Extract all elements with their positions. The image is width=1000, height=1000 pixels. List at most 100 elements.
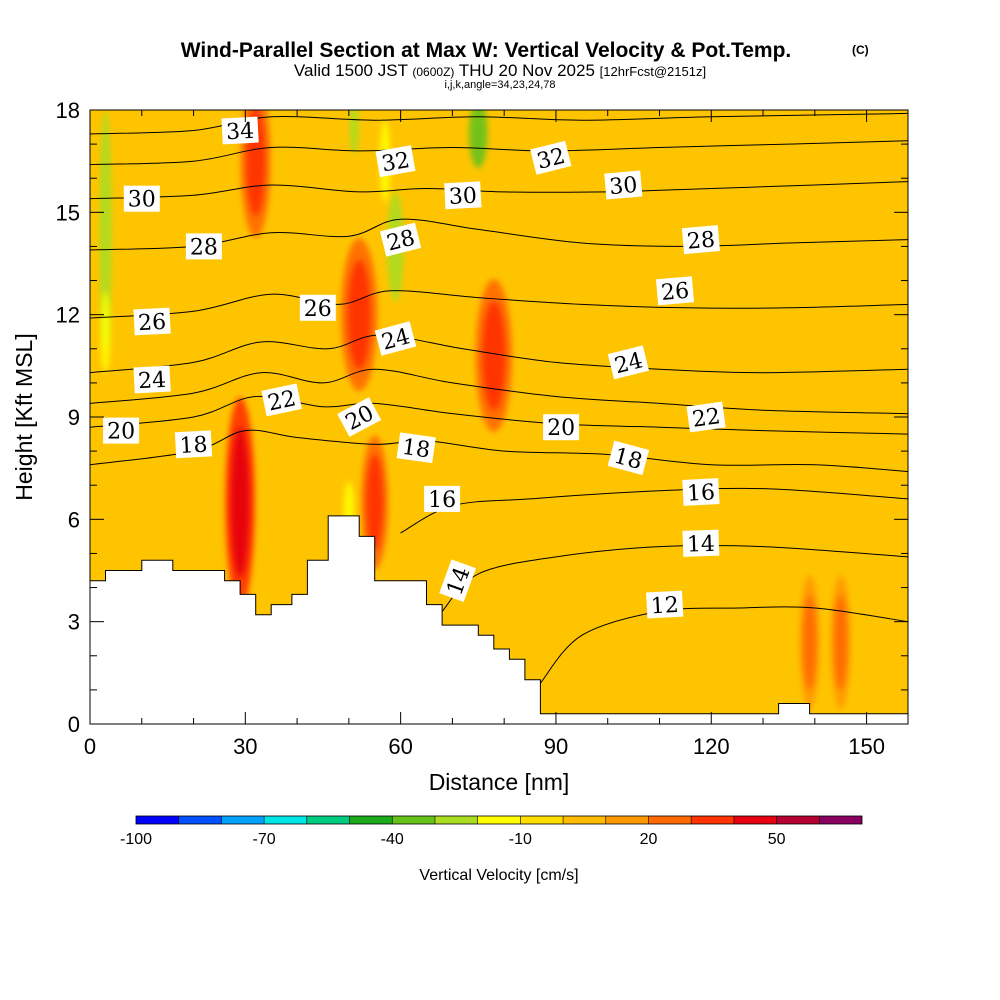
x-tick-label: 0 — [84, 734, 96, 759]
valid-time-line: Valid 1500 JST (0600Z) THU 20 Nov 2025 [… — [294, 61, 706, 80]
contour-label-text: 32 — [380, 148, 412, 177]
contour-label-text: 26 — [304, 297, 332, 322]
theta-contour-24 — [90, 334, 908, 374]
x-axis: 0 30 60 90 120 150 — [84, 110, 885, 759]
downdraft-band-0 — [99, 110, 112, 349]
contour-label-box — [439, 559, 476, 603]
contour-label-5: 30 — [604, 170, 643, 200]
colorbar-tick-label: -10 — [509, 831, 532, 848]
colorbar-swatch-14 — [733, 816, 777, 824]
contour-label-26: 14 — [682, 529, 720, 558]
contour-label-box — [543, 414, 580, 441]
colorbar-swatch-6 — [392, 816, 435, 824]
x-tick-label: 60 — [388, 734, 412, 759]
colorbar-swatch-13 — [691, 816, 734, 824]
colorbar-frame — [135, 815, 863, 825]
updraft-core-4 — [482, 301, 506, 411]
contour-label-13: 24 — [374, 321, 417, 356]
updraft-core-3 — [366, 454, 384, 551]
contour-label-box — [396, 432, 436, 464]
colorbar-swatch-15 — [776, 816, 820, 824]
contour-label-text: 26 — [138, 310, 167, 336]
theta-contour-12 — [540, 606, 908, 684]
contour-label-text: 34 — [226, 119, 255, 145]
contour-label-box — [424, 485, 461, 512]
colorbar-tick-label: -100 — [120, 831, 152, 848]
colorbar-swatch-4 — [306, 816, 350, 824]
contour-label-10: 26 — [299, 294, 336, 322]
velocity-field — [99, 110, 851, 709]
theta-contour-20 — [90, 395, 908, 435]
y-tick-label: 0 — [68, 712, 80, 737]
contour-label-box — [299, 294, 336, 321]
colorbar-swatch-9 — [520, 816, 564, 824]
contour-label-box — [530, 140, 572, 175]
contour-label-text: 26 — [660, 279, 690, 306]
colorbar-swatch-2 — [221, 816, 265, 824]
contour-label-box — [682, 478, 720, 506]
contour-label-box — [261, 383, 302, 417]
contour-label-box — [133, 307, 171, 336]
y-axis: 0 3 6 9 12 15 18 — [56, 98, 908, 737]
x-tick-label: 150 — [848, 734, 885, 759]
contour-label-16: 22 — [686, 401, 726, 433]
updraft-core-0 — [230, 427, 250, 578]
contour-label-box — [185, 233, 222, 260]
x-axis-title: Distance [nm] — [429, 769, 570, 795]
colorbar-swatch-12 — [648, 816, 692, 824]
contour-label-text: 12 — [650, 593, 679, 619]
contour-label-text: 22 — [691, 404, 722, 433]
forecast-info: [12hrFcst@2151z] — [600, 64, 706, 79]
colorbar-swatch-11 — [605, 816, 649, 824]
contour-label-text: 30 — [128, 188, 156, 213]
contour-label-box — [682, 529, 720, 557]
contour-label-4: 30 — [444, 181, 482, 210]
contour-label-20: 18 — [174, 430, 213, 459]
theta-contour-34 — [90, 112, 908, 135]
colorbar: -100 -70 -40 -10 20 50 — [120, 815, 863, 848]
y-axis-title: Height [Kft MSL] — [11, 333, 37, 500]
x-tick-label: 120 — [693, 734, 730, 759]
contour-label-box — [375, 145, 416, 178]
contour-label-15: 22 — [261, 383, 302, 417]
contour-label-text: 14 — [687, 532, 716, 558]
colorbar-swatch-7 — [434, 816, 478, 824]
terrain-mask — [90, 515, 908, 724]
contour-label-box — [174, 430, 213, 459]
downdraft-band-5 — [468, 110, 488, 168]
downdraft-band-1 — [100, 290, 111, 373]
contour-label-6: 28 — [185, 233, 222, 260]
y-tick-label: 18 — [56, 98, 80, 123]
contour-label-12: 24 — [133, 365, 171, 394]
contour-label-27: 12 — [646, 590, 684, 619]
valid-utc: (0600Z) — [412, 65, 454, 79]
x-tick-label: 90 — [544, 734, 568, 759]
contour-label-0: 34 — [221, 116, 259, 145]
colorbar-tick-label: 20 — [640, 831, 658, 848]
contour-label-text: 28 — [686, 227, 716, 254]
copyright-mark: (C) — [852, 43, 869, 57]
contour-label-text: 16 — [686, 480, 715, 506]
contour-label-14: 24 — [607, 345, 650, 380]
contour-label-text: 18 — [400, 435, 431, 464]
contour-label-7: 28 — [379, 222, 422, 257]
y-tick-label: 15 — [56, 200, 80, 225]
colorbar-swatch-1 — [178, 816, 222, 824]
contour-label-box — [604, 170, 643, 200]
contour-label-8: 28 — [681, 225, 720, 255]
contour-label-24: 16 — [682, 478, 720, 507]
contour-label-box — [686, 401, 726, 433]
y-tick-label: 6 — [68, 507, 80, 532]
contour-label-21: 18 — [396, 432, 436, 464]
contour-label-box — [607, 440, 650, 476]
contour-label-box — [607, 345, 650, 380]
colorbar-swatch-3 — [264, 816, 307, 824]
contour-label-box — [374, 321, 417, 356]
colorbar-tick-label: -70 — [253, 831, 276, 848]
downdraft-band-2 — [349, 110, 359, 155]
grid-indices: i,j,k,angle=34,23,24,78 — [444, 79, 555, 91]
theta-contour-32 — [90, 140, 908, 166]
colorbar-tick-label: -40 — [381, 831, 404, 848]
contour-label-17: 20 — [103, 417, 140, 445]
